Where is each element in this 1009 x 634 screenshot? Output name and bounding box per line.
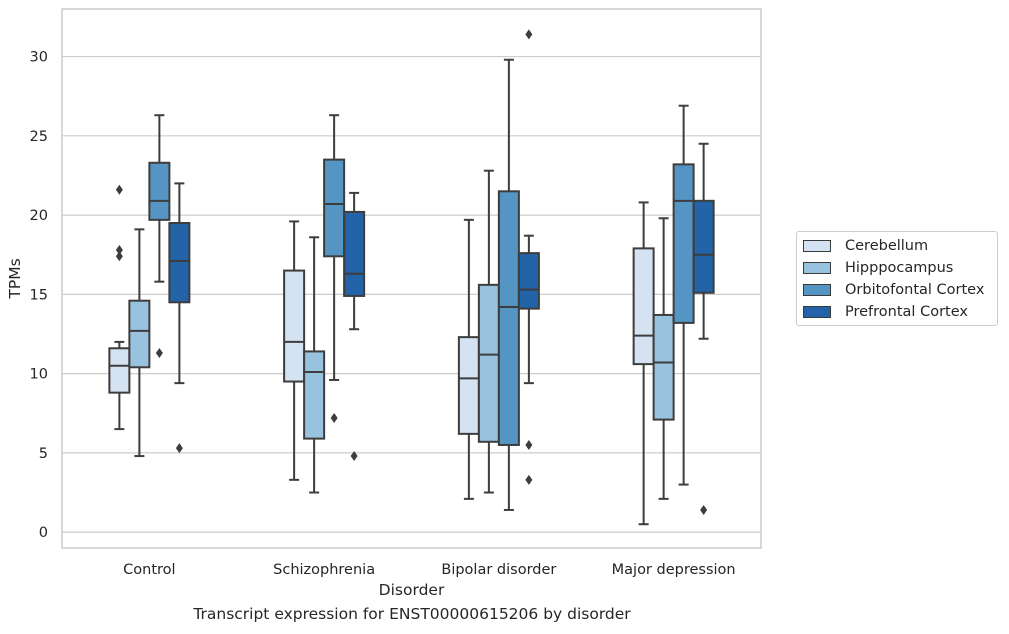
grid-lines	[62, 55, 761, 533]
outlier-point	[115, 244, 123, 255]
box-0-2	[148, 114, 171, 359]
legend-item-orbitofrontal-cortex: Orbitofontal Cortex	[803, 280, 984, 300]
outlier-point	[525, 29, 533, 40]
legend: Cerebellum Hipppocampus Orbitofontal Cor…	[796, 231, 998, 326]
legend-label: Prefrontal Cortex	[845, 304, 968, 320]
x-tick-label: Major depression	[612, 562, 736, 578]
x-axis-label: Disorder	[379, 581, 445, 599]
box-body	[672, 163, 695, 324]
outlier-point	[115, 251, 123, 262]
box-1-1	[303, 236, 326, 494]
box-3-0	[632, 201, 655, 526]
y-tick-label: 0	[39, 525, 48, 541]
x-tick-label: Schizophrenia	[273, 562, 375, 578]
legend-swatch	[803, 262, 831, 274]
outlier-point	[175, 443, 183, 454]
outlier-point	[525, 474, 533, 485]
box-3-1	[652, 217, 675, 500]
box-0-3	[168, 182, 191, 454]
legend-item-cerebellum: Cerebellum	[803, 236, 928, 256]
box-body	[692, 199, 715, 294]
box-2-0	[457, 218, 480, 500]
legend-label: Orbitofontal Cortex	[845, 282, 985, 298]
box-body	[457, 336, 480, 435]
y-tick-label: 30	[30, 50, 48, 66]
x-tick-label: Control	[123, 562, 175, 578]
chart-caption: Transcript expression for ENST0000061520…	[193, 605, 631, 623]
outlier-point	[115, 184, 123, 195]
outlier-point	[155, 348, 163, 359]
box-3-3	[692, 142, 715, 515]
legend-item-hippocampus: Hipppocampus	[803, 258, 953, 278]
y-tick-label: 10	[30, 367, 48, 383]
box-body	[477, 283, 500, 443]
legend-swatch	[803, 306, 831, 318]
box-2-1	[477, 169, 500, 494]
box-body	[128, 299, 151, 369]
outlier-point	[525, 439, 533, 450]
legend-swatch	[803, 284, 831, 296]
box-1-3	[343, 191, 366, 462]
y-axis-ticks: 0 5 10 15 20 25 30	[30, 50, 48, 542]
box-body	[497, 190, 520, 446]
box-body	[323, 158, 346, 258]
box-body	[343, 210, 366, 297]
box-body	[148, 161, 171, 221]
boxes	[108, 29, 715, 526]
y-tick-label: 15	[30, 287, 48, 303]
outlier-point	[350, 451, 358, 462]
box-body	[108, 347, 131, 394]
legend-label: Hipppocampus	[845, 260, 954, 276]
legend-swatch	[803, 240, 831, 252]
box-2-3	[517, 29, 540, 485]
plot-frame	[61, 8, 762, 549]
box-3-2	[672, 104, 695, 486]
legend-item-prefrontal-cortex: Prefrontal Cortex	[803, 302, 968, 322]
box-2-2	[497, 58, 520, 511]
x-axis-ticks: Control Schizophrenia Bipolar disorder Majo…	[123, 562, 735, 578]
x-tick-label: Bipolar disorder	[441, 562, 556, 578]
legend-label: Cerebellum	[845, 238, 929, 254]
box-0-1	[128, 228, 151, 458]
box-body	[283, 269, 306, 383]
y-tick-label: 5	[39, 446, 48, 462]
y-axis-label: TPMs	[6, 258, 24, 299]
box-body	[652, 313, 675, 421]
box-1-2	[323, 114, 346, 424]
box-1-0	[283, 220, 306, 481]
outlier-point	[330, 413, 338, 424]
box-body	[632, 247, 655, 366]
y-tick-label: 25	[30, 129, 48, 145]
outlier-point	[700, 504, 708, 515]
box-body	[168, 222, 191, 304]
box-body	[517, 252, 540, 310]
box-0-0	[108, 184, 131, 431]
y-tick-label: 20	[30, 208, 48, 224]
box-body	[303, 350, 326, 440]
